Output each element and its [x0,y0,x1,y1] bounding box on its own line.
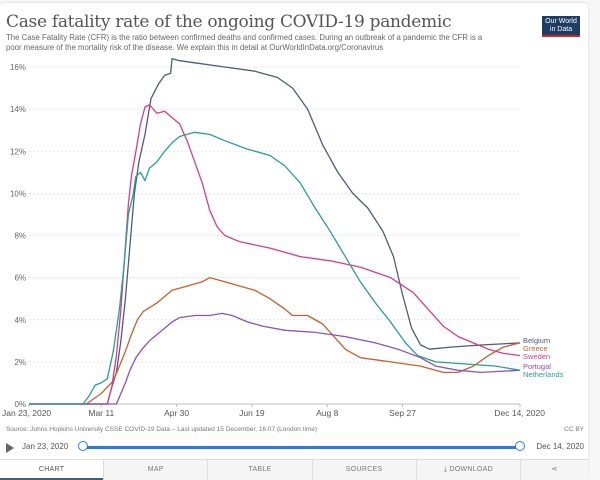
timeline-slider[interactable]: Jan 23, 2020 Dec 14, 2020 [6,440,584,456]
series-line-greece [29,276,521,405]
legend-label-sweden: Sweden [523,352,550,361]
timeline-end-handle[interactable] [515,441,525,451]
y-tick-label: 14% [10,105,26,114]
timeline-end-label: Dec 14, 2020 [536,442,584,451]
logo-line2: in Data [549,26,573,33]
chart-frame: Case fatality rate of the ongoing COVID-… [0,3,588,479]
series-line-netherlands [29,131,521,405]
source-note: Source: Johns Hopkins University CSSE CO… [6,426,318,433]
x-tick-label: Apr 30 [164,408,189,418]
y-axis-ticks: 0% 2% 4% 6% 8% 10% 12% 14% 16% [10,63,26,409]
x-tick-label: Aug 8 [316,408,338,418]
y-tick-label: 8% [14,232,26,241]
legend-label-belgium: Belgium [523,336,550,345]
legend-label-netherlands: Netherlands [523,370,564,379]
series-line-sweden [29,104,521,405]
y-tick-label: 0% [14,400,26,409]
chart-subtitle: The Case Fatality Rate (CFR) is the rati… [6,33,483,52]
legend-label-portugal: Portugal [523,362,551,371]
x-tick-label: Dec 14, 2020 [494,408,545,418]
series-line-portugal [29,312,521,405]
share-icon[interactable]: ⋖ [519,460,589,480]
play-icon[interactable] [6,443,14,453]
y-tick-label: 10% [10,189,26,198]
tab-sources[interactable]: SOURCES [311,460,416,480]
y-tick-label: 2% [14,358,26,367]
owid-logo[interactable]: Our World in Data [542,16,580,37]
x-tick-label: Jun 19 [239,408,265,418]
timeline-start-label: Jan 23, 2020 [22,442,69,451]
legend-label-greece: Greece [523,344,548,353]
tab-map[interactable]: MAP [103,460,208,480]
license-link[interactable]: CC BY [564,426,584,433]
y-tick-label: 12% [10,147,26,156]
x-tick-label: Mar 11 [88,408,114,418]
tab-chart[interactable]: CHART [0,460,104,480]
logo-line1: Our World [545,18,577,25]
x-tick-label: Jan 23, 2020 [2,408,51,418]
timeline-track[interactable] [83,446,520,449]
line-chart: 0% 2% 4% 6% 8% 10% 12% 14% 16% Jan 23, 2020 Mar 1… [2,57,564,418]
tab-table[interactable]: TABLE [207,460,312,480]
series-lines [29,57,521,405]
y-tick-label: 4% [14,316,26,325]
grid-lines [29,66,520,405]
chart-title: Case fatality rate of the ongoing COVID-… [6,12,452,32]
x-tick-label: Sep 27 [389,408,416,418]
tab-download[interactable]: ⤓ DOWNLOAD [415,460,520,480]
tab-bar: CHART MAP TABLE SOURCES ⤓ DOWNLOAD ⋖ [0,459,589,480]
series-line-belgium [29,57,521,405]
x-axis-ticks: Jan 23, 2020 Mar 11 Apr 30 Jun 19 Aug 8 Sep 2… [2,404,545,418]
timeline-start-handle[interactable] [78,441,88,451]
y-tick-label: 16% [10,63,26,72]
y-tick-label: 6% [14,274,26,283]
